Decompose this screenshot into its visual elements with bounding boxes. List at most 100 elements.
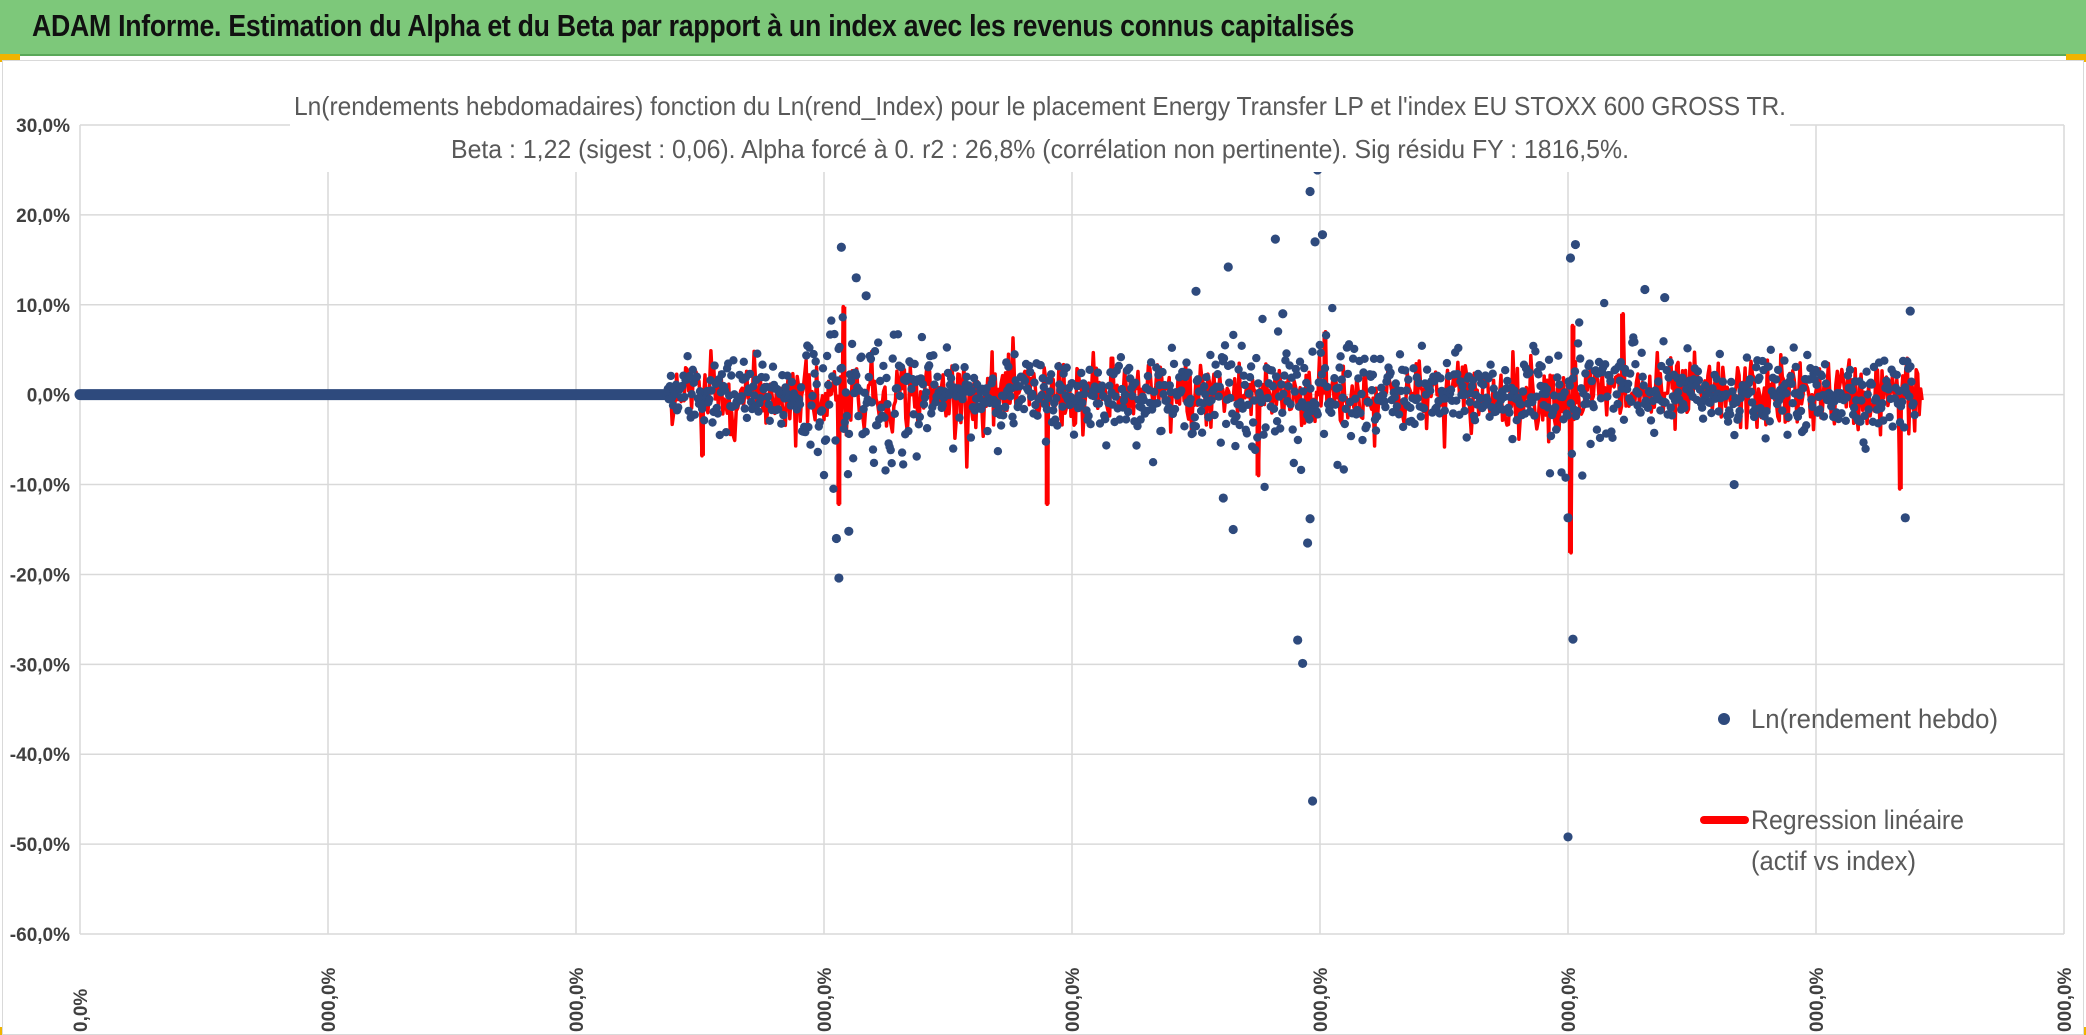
data-point — [715, 430, 724, 440]
data-point — [1143, 371, 1153, 381]
data-point — [1320, 364, 1330, 373]
data-point — [1162, 396, 1171, 405]
data-point — [1537, 362, 1546, 371]
data-point — [1394, 410, 1404, 419]
data-point — [729, 356, 738, 365]
data-point — [1857, 396, 1866, 405]
data-point — [1727, 377, 1736, 387]
data-point-outlier — [1570, 239, 1581, 250]
data-point — [684, 406, 693, 416]
data-point — [929, 351, 938, 360]
data-point — [1603, 392, 1612, 401]
data-point — [710, 361, 719, 370]
data-point — [1115, 415, 1125, 424]
data-point — [1566, 399, 1576, 408]
x-tick-label: 000,0% — [567, 967, 588, 1032]
y-tick-label: 10,0% — [16, 296, 70, 317]
data-point — [1862, 367, 1871, 376]
legend-label-regression-1: Regression linéaire — [1751, 805, 1964, 835]
data-point — [1476, 394, 1485, 403]
data-point — [1742, 353, 1752, 362]
data-point — [1859, 438, 1868, 447]
data-point — [1787, 379, 1796, 388]
data-point-outlier — [1565, 253, 1576, 263]
data-point — [1510, 386, 1519, 395]
data-point — [1231, 441, 1240, 451]
data-point — [1546, 431, 1556, 441]
data-point — [1308, 347, 1317, 356]
data-point-outlier — [1305, 514, 1315, 524]
data-point — [1069, 430, 1079, 439]
data-point — [864, 372, 873, 382]
data-point — [1267, 366, 1277, 375]
data-point — [753, 349, 762, 358]
data-point — [1765, 417, 1775, 426]
data-point — [1211, 360, 1220, 369]
data-point — [1052, 394, 1061, 403]
data-point — [1379, 390, 1388, 400]
data-point — [895, 391, 905, 401]
data-point — [958, 394, 967, 404]
data-point — [1786, 372, 1795, 381]
data-point — [1795, 391, 1805, 400]
data-point-outlier — [831, 533, 842, 544]
data-point — [1554, 351, 1563, 360]
data-point-outlier — [1660, 292, 1670, 303]
data-point — [818, 364, 828, 373]
data-point — [1243, 400, 1253, 409]
data-point — [1845, 365, 1855, 375]
data-point — [777, 419, 786, 428]
data-point — [1858, 380, 1867, 390]
data-point — [1500, 392, 1509, 402]
data-point — [756, 394, 765, 403]
data-point — [1820, 360, 1830, 369]
data-point — [982, 384, 991, 393]
data-point — [1488, 369, 1497, 378]
data-point — [1089, 391, 1099, 401]
data-point — [1078, 398, 1087, 407]
data-point — [1837, 409, 1846, 418]
data-point — [1465, 398, 1475, 407]
data-point — [1755, 373, 1764, 382]
data-point — [1335, 363, 1344, 372]
data-point — [1343, 369, 1353, 379]
data-point — [1654, 377, 1663, 386]
y-tick-label: -20,0% — [10, 565, 70, 586]
data-point — [866, 354, 876, 364]
data-point — [739, 357, 748, 366]
data-point — [1300, 363, 1309, 373]
data-point — [874, 338, 883, 347]
data-point — [1288, 425, 1297, 434]
data-point — [1317, 370, 1327, 379]
data-point — [839, 424, 848, 433]
page-title: ADAM Informe. Estimation du Alpha et du … — [32, 8, 1355, 43]
data-point — [1821, 379, 1831, 388]
data-point — [1292, 370, 1302, 379]
data-point — [1207, 396, 1216, 405]
data-point — [1133, 421, 1142, 431]
data-point — [849, 454, 858, 463]
data-point — [854, 411, 863, 421]
data-point — [912, 452, 921, 461]
data-point — [1505, 408, 1514, 417]
data-point — [1627, 397, 1636, 406]
data-point — [1460, 406, 1469, 416]
data-point — [852, 371, 861, 380]
data-point — [1409, 364, 1418, 373]
points-series — [74, 165, 1919, 842]
data-point — [1193, 375, 1203, 384]
data-point — [846, 376, 856, 385]
x-tick-label: 000,0% — [2055, 967, 2076, 1032]
data-point — [1568, 374, 1578, 383]
data-point — [893, 330, 903, 339]
y-tick-label: -10,0% — [10, 476, 70, 497]
data-point — [1054, 362, 1063, 371]
data-point — [1169, 359, 1179, 369]
data-point — [888, 354, 897, 363]
data-point — [1565, 381, 1575, 390]
data-point — [1372, 412, 1382, 421]
data-point — [1878, 399, 1887, 408]
data-point — [1036, 361, 1045, 370]
data-point — [810, 369, 819, 378]
data-point — [1766, 345, 1776, 354]
